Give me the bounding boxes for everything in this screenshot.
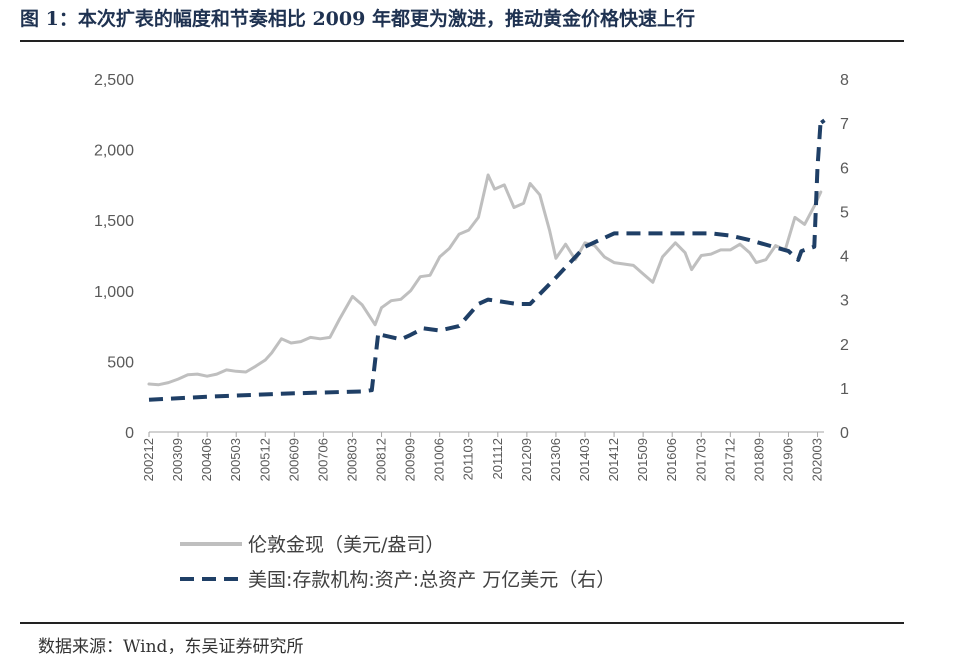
chart-axes: 0 500 1,000 1,500 2,000 2,500 0 1 2 3 4 5 6 7 8 200212 2… — [94, 72, 849, 481]
x-tick-label: 201703 — [693, 438, 708, 481]
title-rule — [20, 40, 904, 42]
x-tick-label: 200406 — [199, 438, 214, 481]
source-rule — [20, 622, 904, 624]
y-left-tick-label: 2,500 — [94, 72, 134, 89]
x-tick-label: 201403 — [577, 438, 592, 481]
figure-title: 图 1：本次扩表的幅度和节奏相比 2009 年都更为激进，推动黄金价格快速上行 — [20, 8, 695, 30]
y-left-tick-label: 1,000 — [94, 284, 134, 301]
x-tick-label: 200512 — [257, 438, 272, 481]
legend-label-gold: 伦敦金现（美元/盎司） — [248, 534, 444, 556]
x-tick-label: 200803 — [344, 438, 359, 481]
y-right-tick-label: 1 — [840, 381, 849, 398]
y-right-tick-label: 3 — [840, 293, 849, 310]
y-right-tick-label: 5 — [840, 204, 849, 221]
x-tick-label: 200212 — [141, 438, 156, 481]
chart-series-layer — [147, 116, 826, 402]
y-right-tick-label: 4 — [840, 249, 849, 266]
x-tick-label: 201306 — [548, 438, 563, 481]
y-left-tick-label: 500 — [107, 354, 134, 371]
chart-legend: 伦敦金现（美元/盎司） 美国:存款机构:资产:总资产 万亿美元（右） — [180, 534, 615, 591]
y-right-tick-label: 6 — [840, 160, 849, 177]
x-tick-label: 201103 — [461, 438, 476, 480]
x-tick-label: 200812 — [374, 438, 389, 481]
y-right-tick-label: 0 — [840, 425, 849, 442]
x-tick-label: 201412 — [606, 438, 621, 481]
x-tick-label: 201209 — [519, 438, 534, 481]
gold-price-line — [147, 173, 823, 387]
x-tick-label: 201809 — [751, 438, 766, 481]
deposit-assets-line — [148, 116, 826, 402]
y-left-tick-label: 0 — [125, 425, 134, 442]
x-tick-label: 200909 — [403, 438, 418, 481]
legend-label-assets: 美国:存款机构:资产:总资产 万亿美元（右） — [248, 569, 615, 591]
x-tick-label: 202003 — [810, 438, 825, 481]
x-tick-label: 200609 — [286, 438, 301, 481]
y-right-tick-label: 7 — [840, 116, 849, 133]
y-left-tick-label: 1,500 — [94, 213, 134, 230]
y-right-tick-label: 2 — [840, 337, 849, 354]
x-tick-label: 201906 — [780, 438, 795, 481]
x-tick-label: 201112 — [490, 438, 505, 479]
y-left-tick-label: 2,000 — [94, 143, 134, 160]
x-tick-label: 201712 — [722, 438, 737, 481]
x-tick-label: 201606 — [664, 438, 679, 481]
x-tick-label: 201509 — [635, 438, 650, 481]
x-tick-label: 201006 — [432, 438, 447, 481]
x-tick-label: 200503 — [228, 438, 243, 481]
source-note: 数据来源：Wind，东吴证券研究所 — [38, 637, 304, 657]
x-tick-label: 200706 — [315, 438, 330, 481]
y-right-tick-label: 8 — [840, 72, 849, 89]
x-tick-label: 200309 — [170, 438, 185, 481]
